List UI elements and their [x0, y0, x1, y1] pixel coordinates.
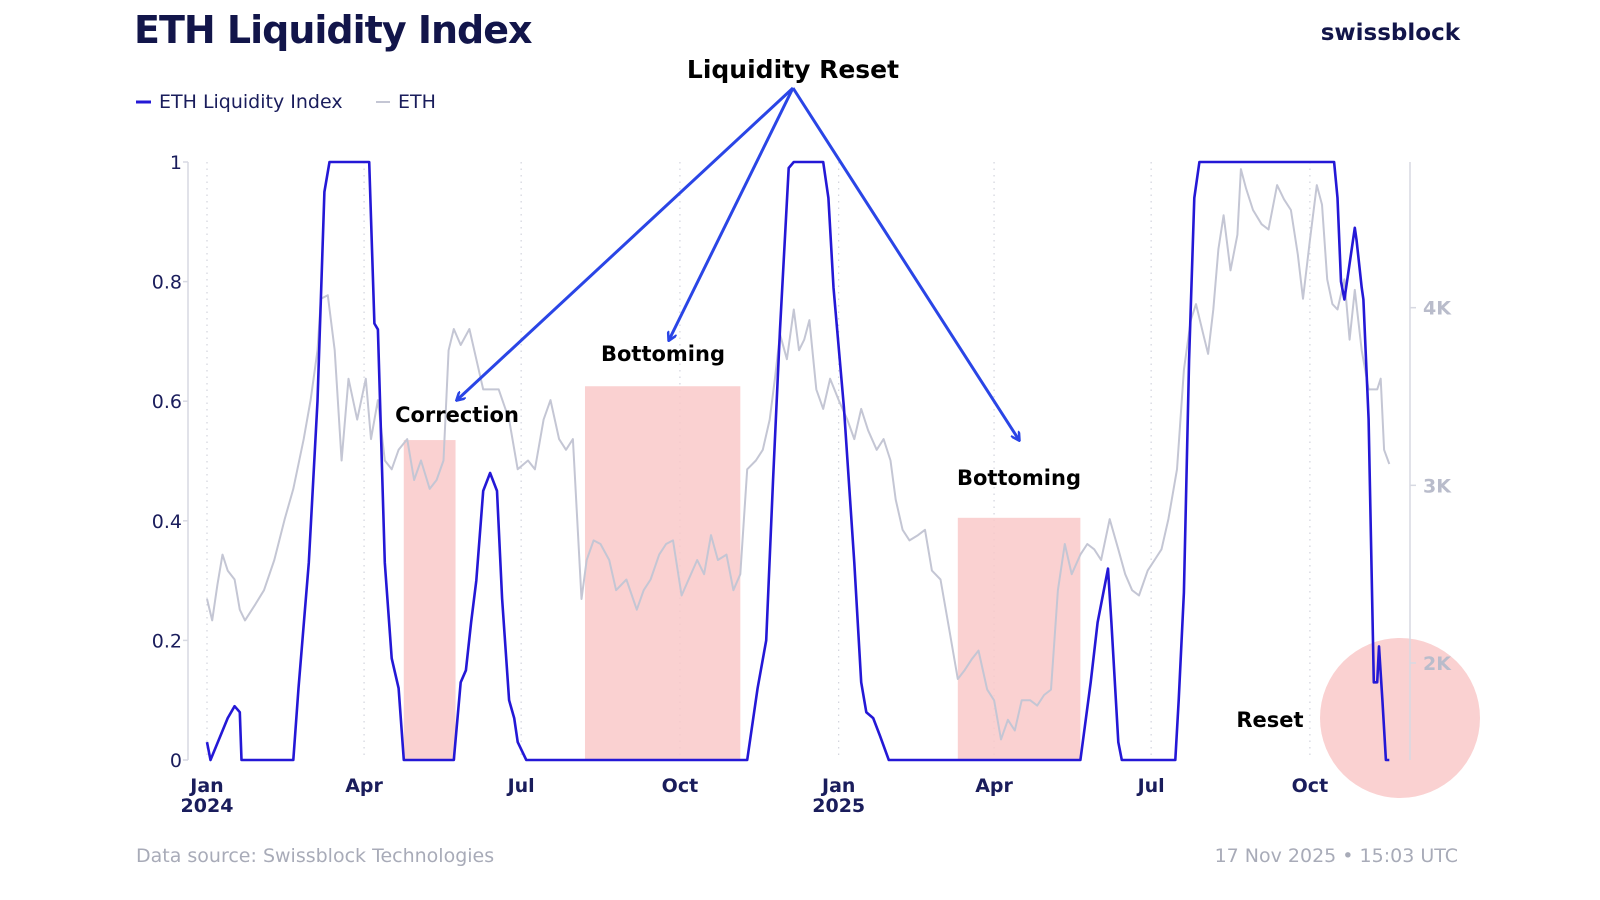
annotation-bottoming-2024: Bottoming — [601, 342, 725, 366]
series-line-eth — [206, 168, 1391, 741]
annotation-correction: Correction — [395, 403, 519, 427]
timestamp: 17 Nov 2025 • 15:03 UTC — [1215, 845, 1458, 867]
annotations: Liquidity Reset Correction Bottoming Bot… — [395, 55, 1304, 732]
reset-highlight-circle — [1320, 638, 1480, 798]
chart-title: ETH Liquidity Index — [134, 8, 532, 52]
shaded-region-bottoming — [584, 386, 741, 760]
x-tick-label: Jan — [820, 775, 855, 797]
left-tick-label: 1 — [170, 152, 182, 174]
left-tick-label: 0 — [170, 750, 182, 772]
left-tick-label: 0.4 — [152, 511, 182, 533]
right-tick-label: 3K — [1423, 475, 1452, 497]
data-source: Data source: Swissblock Technologies — [136, 845, 494, 867]
x-tick-label: Apr — [975, 775, 1013, 797]
right-tick-label: 2K — [1423, 653, 1452, 675]
x-tick-year: 2024 — [181, 795, 234, 817]
arrow-to-correction — [457, 86, 795, 400]
x-tick-label: Jul — [506, 775, 535, 797]
arrow-to-bottoming-2025 — [791, 87, 1019, 440]
legend-label-liquidity[interactable]: ETH Liquidity Index — [159, 91, 343, 113]
series-line-liquidity-index — [205, 160, 1390, 762]
annotation-reset: Reset — [1236, 708, 1303, 732]
brand-logo: swissblock — [1321, 20, 1461, 46]
arrow-to-bottoming-2024 — [669, 87, 795, 340]
x-tick-label: Oct — [1292, 775, 1329, 797]
x-tick-label: Jul — [1136, 775, 1165, 797]
annotation-liquidity-reset: Liquidity Reset — [687, 55, 899, 84]
x-tick-year: 2025 — [812, 795, 865, 817]
x-tick-label: Apr — [345, 775, 383, 797]
x-tick-label: Jan — [188, 775, 223, 797]
x-tick-label: Oct — [662, 775, 699, 797]
right-tick-label: 4K — [1423, 298, 1452, 320]
legend-label-eth[interactable]: ETH — [398, 91, 436, 113]
left-tick-label: 0.6 — [152, 391, 182, 413]
left-tick-label: 0.8 — [152, 272, 182, 294]
legend: ETH Liquidity Index ETH — [136, 91, 436, 113]
annotation-bottoming-2025: Bottoming — [957, 466, 1081, 490]
left-tick-label: 0.2 — [152, 630, 182, 652]
shaded-region-bottoming — [957, 517, 1081, 760]
shaded-region-correction — [403, 440, 456, 760]
